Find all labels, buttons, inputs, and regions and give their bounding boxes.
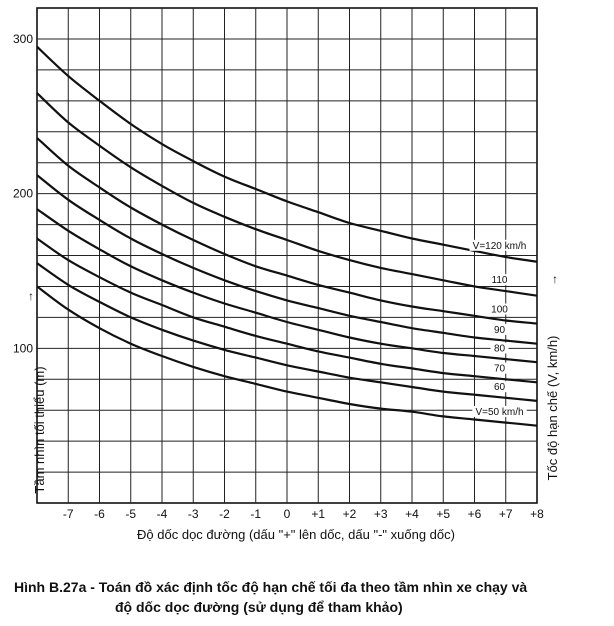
chart-grid [36, 7, 538, 504]
speed-curve [36, 262, 538, 402]
tick-labels: -7 -6 -5 -4 -3 -2 -1 0 +1 +2 +3 +4 +5 +6 +7 +8 100 200 300 [13, 32, 544, 521]
x-tick-label: +6 [468, 507, 482, 521]
curve-label: V=50 km/h [475, 407, 523, 418]
speed-curve [36, 285, 538, 427]
x-tick-label: -5 [125, 507, 136, 521]
speed-curve [36, 174, 538, 345]
x-tick-label: -1 [250, 507, 261, 521]
y-tick-label: 300 [13, 32, 33, 46]
curve-labels: V=120 km/h 110 100 90 80 70 60 V=50 km/h [469, 239, 530, 418]
x-axis-title: Độ dốc dọc đường (dấu "+" lên dốc, dấu "… [137, 527, 455, 542]
x-tick-label: -6 [94, 507, 105, 521]
speed-curve [36, 137, 538, 325]
x-tick-label: -2 [219, 507, 230, 521]
x-tick-label: +3 [374, 507, 388, 521]
speed-curve [36, 208, 538, 364]
speed-curve [36, 92, 538, 297]
y-tick-label: 200 [13, 187, 33, 201]
curve-label: 110 [492, 275, 508, 286]
curve-label: 60 [494, 382, 506, 393]
caption-line-1: Hình B.27a - Toán đồ xác định tốc độ hạn… [14, 579, 527, 595]
x-tick-label: +8 [530, 507, 544, 521]
x-tick-label: +2 [343, 507, 357, 521]
curve-label: 100 [491, 305, 508, 316]
x-tick-label: +1 [311, 507, 325, 521]
x-tick-label: -4 [157, 507, 168, 521]
curve-label-background [490, 362, 509, 374]
curve-label-background [489, 303, 510, 315]
x-tick-label: -3 [188, 507, 199, 521]
arrow-left-text: ↑ [28, 289, 34, 303]
speed-curve [36, 45, 538, 263]
x-tick-label: 0 [284, 507, 291, 521]
speed-curve [36, 237, 538, 384]
y-axis-title: Tầm nhìn tối thiểu (m) [32, 366, 47, 493]
curve-label: 90 [494, 325, 506, 336]
curve-label: V=120 km/h [473, 241, 527, 252]
right-axis-title: Tốc độ hạn chế (V, km/h) [545, 336, 560, 481]
curve-label-background [472, 405, 527, 417]
x-tick-label: +4 [405, 507, 419, 521]
curve-label-background [490, 342, 509, 354]
y-tick-label: 100 [13, 341, 33, 355]
x-tick-label: +5 [436, 507, 450, 521]
curve-label-background [489, 274, 510, 286]
x-tick-label: +7 [499, 507, 513, 521]
curve-label: 70 [494, 364, 506, 375]
x-tick-label: -7 [63, 507, 74, 521]
curve-label: 80 [494, 344, 506, 355]
caption-line-2: độ dốc dọc đường (sử dụng để tham khảo) [115, 599, 403, 615]
curve-label-background [490, 323, 509, 335]
curve-label-background [490, 381, 509, 393]
arrow-right-text: ↑ [552, 272, 558, 286]
speed-curves [36, 45, 538, 427]
curve-label-background [469, 239, 530, 251]
